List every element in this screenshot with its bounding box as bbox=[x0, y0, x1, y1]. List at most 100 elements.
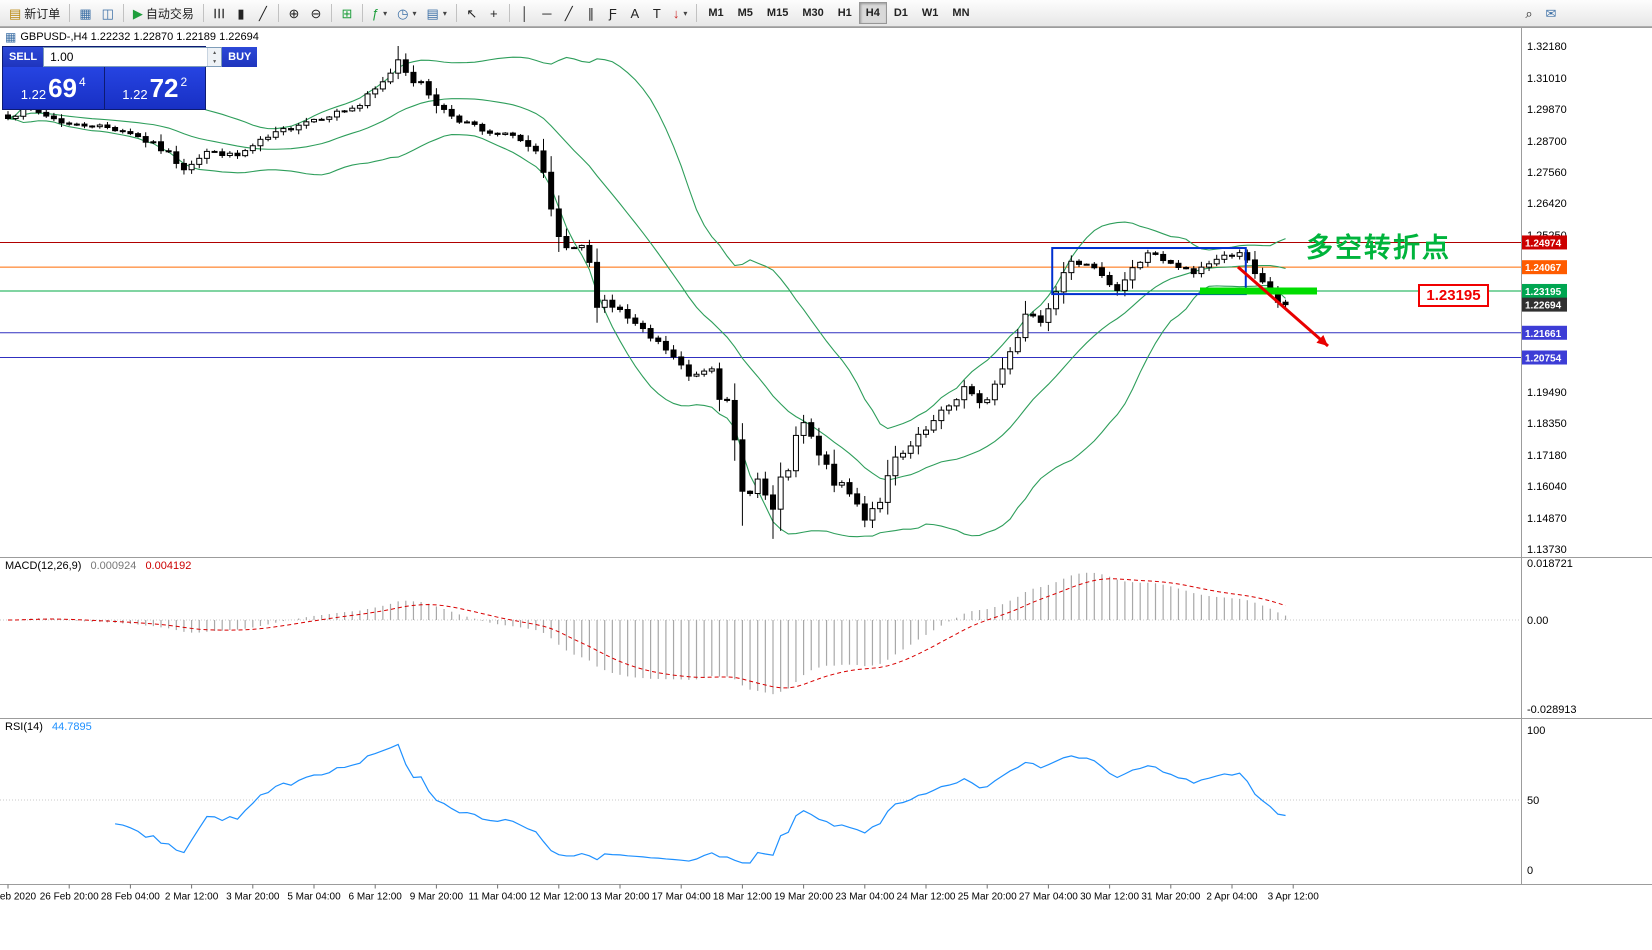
zoom-in-button[interactable]: ⊕ bbox=[283, 2, 305, 24]
vertical-line-icon: │ bbox=[520, 5, 529, 21]
auto-trading-button[interactable]: ▶ 自动交易 bbox=[128, 2, 199, 24]
toolbar-separator bbox=[202, 4, 204, 22]
rsi-scale-tick: 100 bbox=[1527, 725, 1545, 737]
time-scale[interactable] bbox=[0, 885, 1652, 909]
spin-up-icon[interactable]: ▲ bbox=[208, 48, 222, 58]
zoom-out-button[interactable]: ⊖ bbox=[305, 2, 327, 24]
spin-down-icon[interactable]: ▼ bbox=[208, 57, 222, 67]
search-button[interactable]: ⌕ bbox=[1518, 2, 1540, 24]
indicator-panels bbox=[0, 572, 1521, 864]
time-label: 13 Mar 20:00 bbox=[591, 892, 650, 903]
sell-price-prefix: 1.22 bbox=[20, 87, 47, 102]
price-badge bbox=[1522, 260, 1567, 275]
time-label: 3 Apr 12:00 bbox=[1268, 892, 1320, 903]
time-label: 31 Mar 20:00 bbox=[1141, 892, 1200, 903]
time-label: 27 Mar 04:00 bbox=[1019, 892, 1078, 903]
volume-stepper: ▲ ▼ bbox=[43, 47, 223, 68]
label-tool-button[interactable]: T bbox=[646, 2, 668, 24]
price-tick: 1.16040 bbox=[1527, 481, 1567, 493]
svg-text:1.22694: 1.22694 bbox=[1525, 301, 1562, 312]
arrows-tool-button[interactable]: ↓ ▾ bbox=[668, 2, 693, 24]
cursor-button[interactable]: ↖ bbox=[461, 2, 483, 24]
toolbar-separator bbox=[277, 4, 279, 22]
rsi-label: RSI(14) bbox=[5, 721, 43, 733]
macd-scale-tick: 0.00 bbox=[1527, 615, 1548, 627]
time-label: 11 Mar 04:00 bbox=[469, 892, 528, 903]
toolbar-separator bbox=[122, 4, 124, 22]
volume-input[interactable] bbox=[44, 48, 208, 67]
one-click-trading-panel: SELL ▲ ▼ BUY 1.22 69 4 1.22 72 2 bbox=[2, 46, 258, 110]
bar-chart-icon: ☰ bbox=[211, 7, 227, 19]
toolbar-right-group: ⌕ ✉ bbox=[1518, 2, 1562, 24]
timeframe-m1[interactable]: M1 bbox=[701, 2, 730, 24]
macd-label: MACD(12,26,9) bbox=[5, 560, 82, 572]
periods-button[interactable]: ◷ ▾ bbox=[392, 2, 421, 24]
candlestick-chart-button[interactable]: ▮ bbox=[230, 2, 252, 24]
charts-button[interactable]: ▦ bbox=[74, 2, 96, 24]
timeframe-m5[interactable]: M5 bbox=[731, 2, 760, 24]
new-order-icon: ▤ bbox=[9, 5, 22, 21]
chart-objects bbox=[1051, 247, 1329, 348]
cursor-icon: ↖ bbox=[466, 5, 478, 21]
new-order-button[interactable]: ▤ 新订单 bbox=[4, 2, 65, 24]
sell-price-sup: 4 bbox=[79, 75, 86, 90]
timeframe-group: M1 M5 M15 M30 H1 H4 D1 W1 MN bbox=[701, 2, 976, 24]
tile-windows-icon: ⊞ bbox=[341, 5, 353, 21]
chevron-down-icon: ▾ bbox=[412, 8, 417, 18]
svg-text:1.24974: 1.24974 bbox=[1525, 238, 1562, 249]
time-label: 30 Mar 12:00 bbox=[1080, 892, 1139, 903]
community-button[interactable]: ✉ bbox=[1540, 2, 1562, 24]
time-label: 17 Mar 04:00 bbox=[652, 892, 711, 903]
vertical-line-button[interactable]: │ bbox=[514, 2, 536, 24]
time-label: 23 Mar 04:00 bbox=[835, 892, 894, 903]
sell-price-button[interactable]: 1.22 69 4 bbox=[3, 67, 105, 109]
line-chart-button[interactable]: ╱ bbox=[252, 2, 274, 24]
time-label: 28 Feb 04:00 bbox=[101, 892, 160, 903]
chevron-down-icon: ▾ bbox=[442, 8, 447, 18]
buy-price-button[interactable]: 1.22 72 2 bbox=[104, 67, 205, 109]
horizontal-line-icon: ─ bbox=[542, 5, 552, 21]
profiles-button[interactable]: ◫ bbox=[97, 2, 119, 24]
time-label: 9 Mar 20:00 bbox=[410, 892, 464, 903]
search-icon: ⌕ bbox=[1525, 5, 1533, 21]
toolbar-separator bbox=[361, 4, 363, 22]
crosshair-button[interactable]: + bbox=[483, 2, 505, 24]
candlestick-chart-icon: ▮ bbox=[237, 5, 245, 21]
buy-price-sup: 2 bbox=[180, 75, 188, 90]
buy-button[interactable]: BUY bbox=[222, 47, 258, 68]
new-order-label: 新订单 bbox=[24, 6, 61, 21]
consolidation-rectangle bbox=[1051, 247, 1247, 296]
bar-chart-button[interactable]: ☰ bbox=[208, 2, 230, 24]
chart-symbol-icon: ▦ bbox=[5, 30, 17, 44]
price-scale[interactable] bbox=[1521, 28, 1652, 885]
rsi-scale-tick: 0 bbox=[1527, 865, 1533, 877]
indicators-button[interactable]: ƒ ▾ bbox=[367, 2, 392, 24]
timeframe-m30[interactable]: M30 bbox=[795, 2, 830, 24]
price-badge bbox=[1522, 325, 1567, 340]
timeframe-h4[interactable]: H4 bbox=[858, 2, 887, 24]
trendline-button[interactable]: ╱ bbox=[558, 2, 580, 24]
volume-spin: ▲ ▼ bbox=[207, 48, 222, 67]
arrowhead-icon bbox=[1316, 334, 1328, 346]
timeframe-m15[interactable]: M15 bbox=[760, 2, 795, 24]
tile-windows-button[interactable]: ⊞ bbox=[336, 2, 358, 24]
templates-button[interactable]: ▤ ▾ bbox=[422, 2, 452, 24]
timeframe-h1[interactable]: H1 bbox=[831, 2, 859, 24]
annotation-turning-point: 多空转折点 bbox=[1306, 233, 1451, 263]
fibonacci-button[interactable]: Ƒ bbox=[602, 2, 624, 24]
timeframe-mn[interactable]: MN bbox=[945, 2, 976, 24]
horizontal-line-button[interactable]: ─ bbox=[536, 2, 558, 24]
price-tick: 1.32180 bbox=[1527, 41, 1567, 53]
svg-text:1.24067: 1.24067 bbox=[1525, 263, 1562, 274]
toolbar-separator bbox=[69, 4, 71, 22]
channel-button[interactable]: ∥ bbox=[580, 2, 602, 24]
text-tool-button[interactable]: A bbox=[624, 2, 646, 24]
svg-text:1.20754: 1.20754 bbox=[1525, 354, 1562, 365]
arrow-tool-icon: ↓ bbox=[672, 5, 680, 21]
svg-text:1.23195: 1.23195 bbox=[1525, 287, 1562, 298]
timeframe-w1[interactable]: W1 bbox=[915, 2, 946, 24]
timeframe-d1[interactable]: D1 bbox=[887, 2, 915, 24]
sell-button[interactable]: SELL bbox=[3, 47, 44, 68]
rsi-scale-tick: 50 bbox=[1527, 795, 1539, 807]
